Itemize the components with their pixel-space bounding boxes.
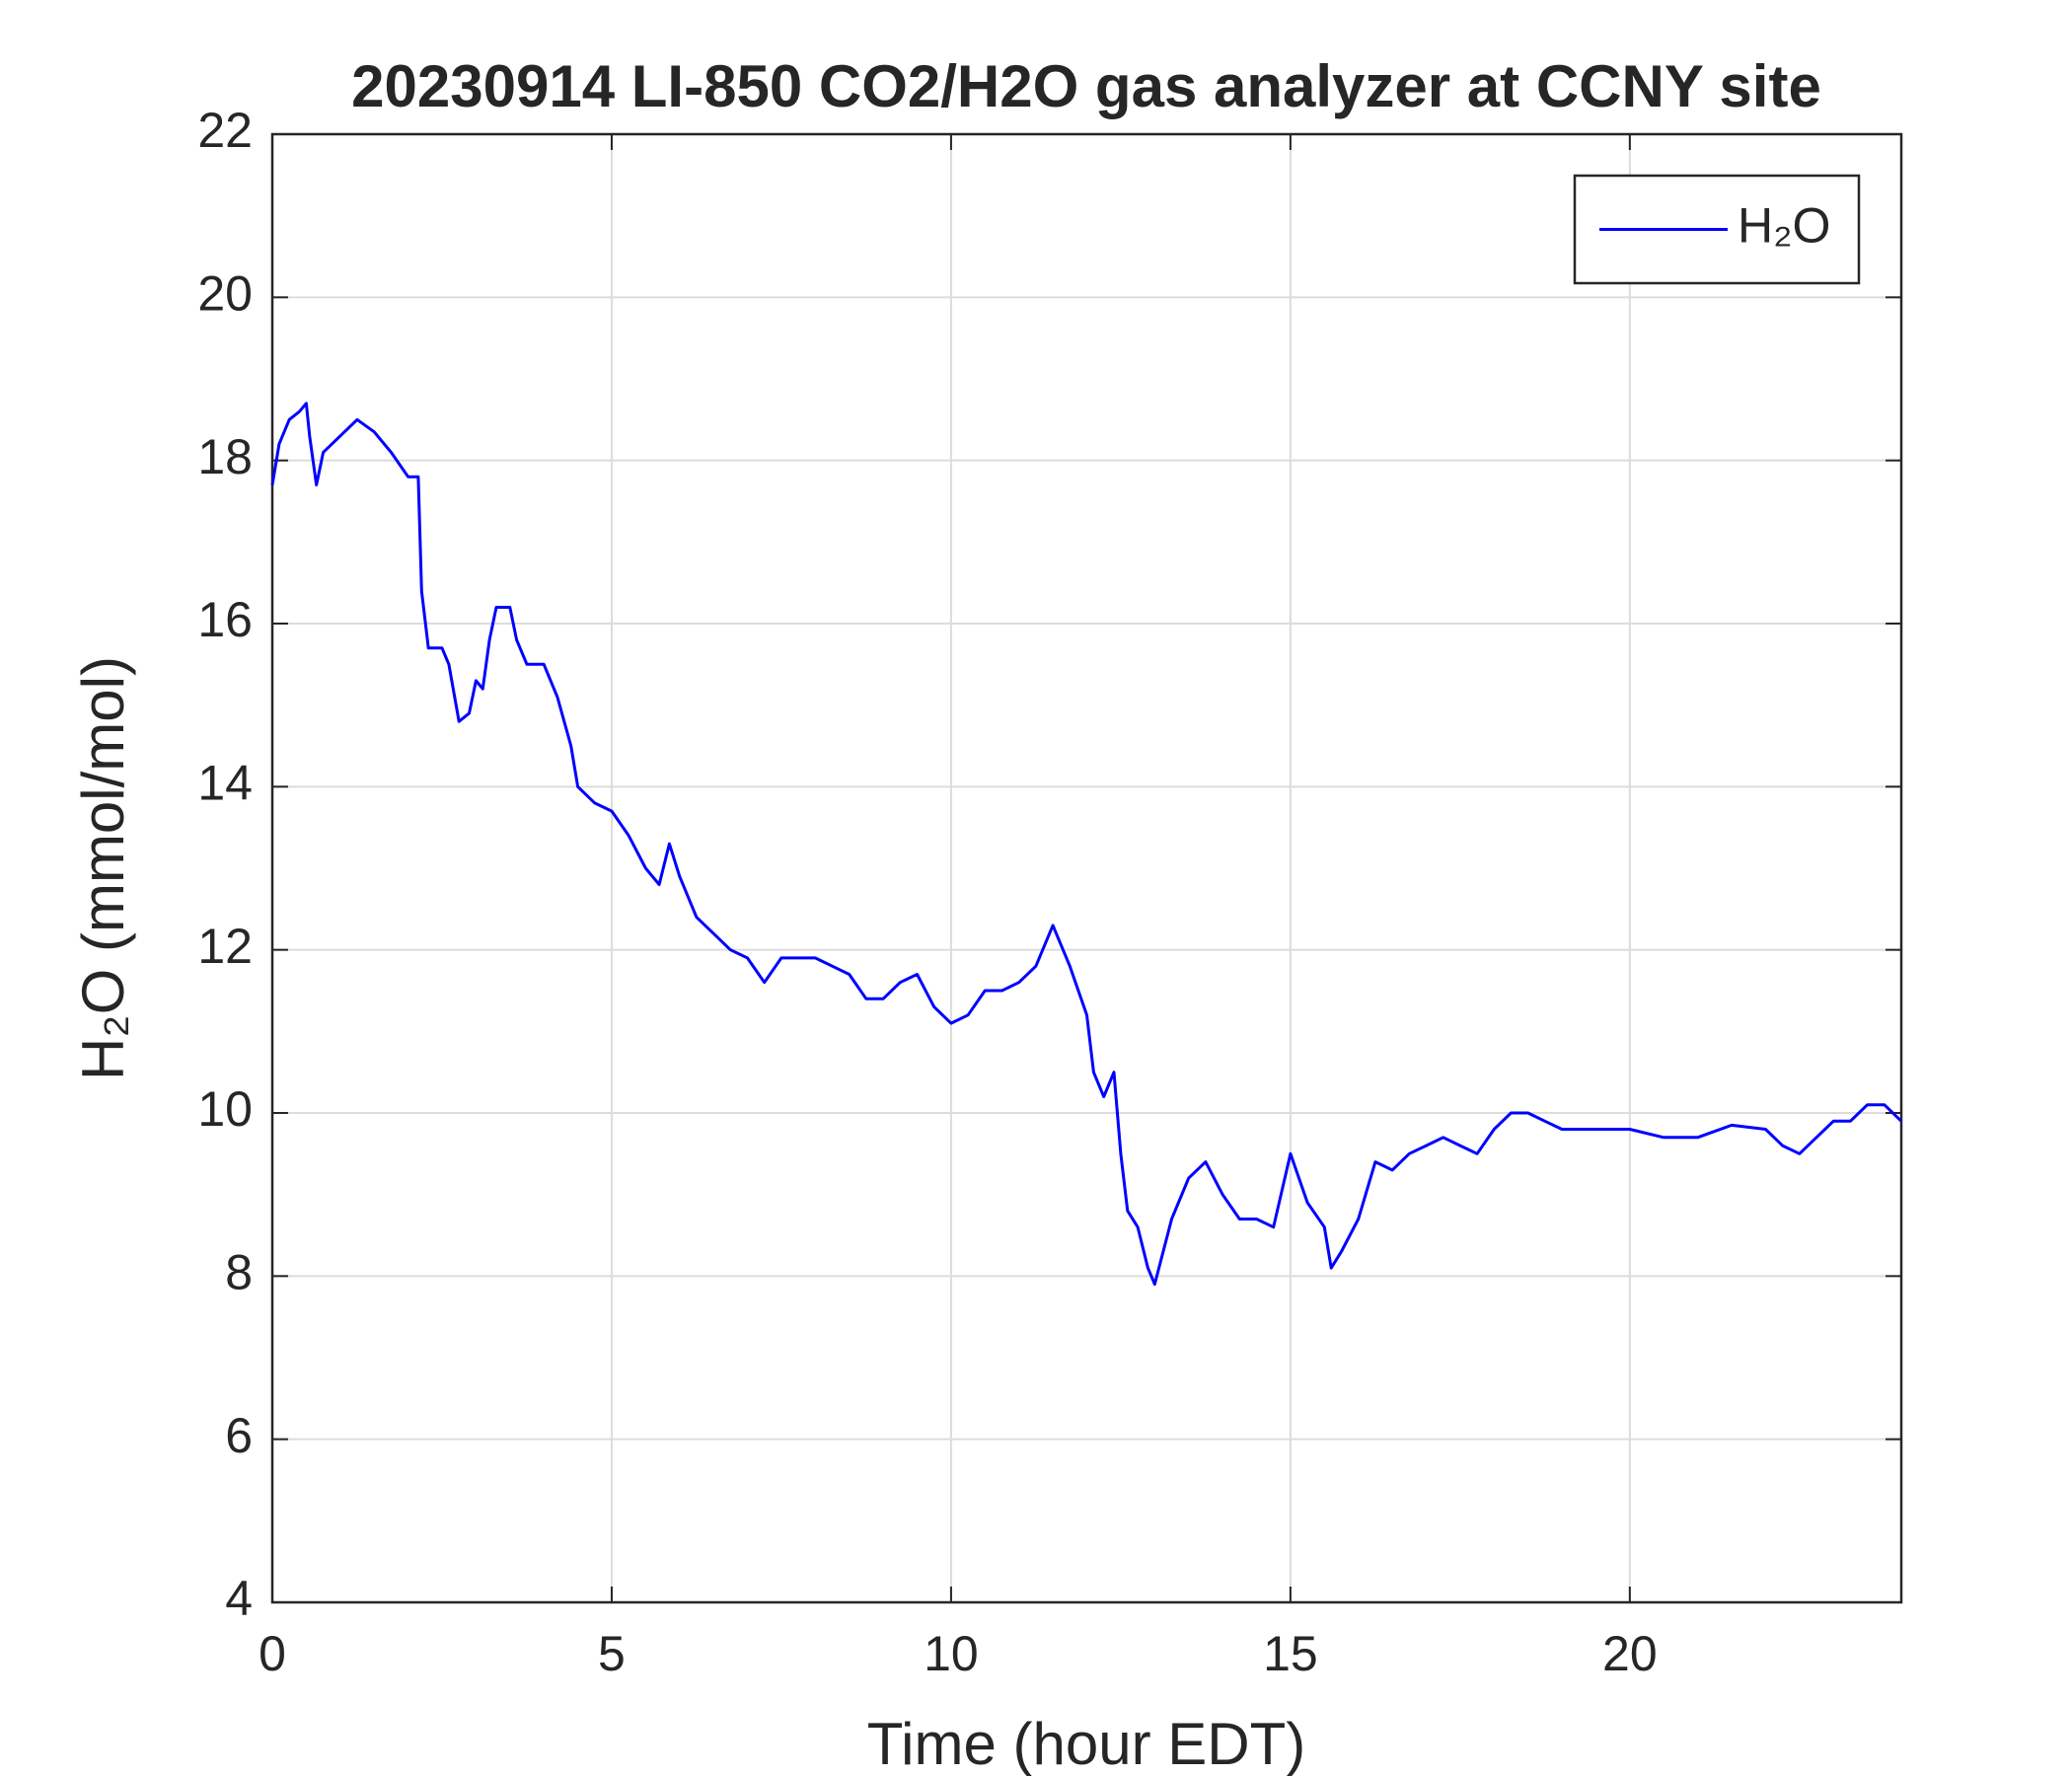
y-tick-label: 4 bbox=[225, 1571, 253, 1626]
y-tick-label: 22 bbox=[197, 103, 253, 158]
y-tick-label: 14 bbox=[197, 756, 253, 811]
y-tick-label: 8 bbox=[225, 1245, 253, 1300]
y-tick-label: 20 bbox=[197, 266, 253, 322]
x-tick-label: 15 bbox=[1263, 1626, 1318, 1681]
data-line bbox=[270, 402, 1903, 1287]
x-axis-label: Time (hour EDT) bbox=[867, 1711, 1306, 1776]
chart-title: 20230914 LI-850 CO2/H2O gas analyzer at … bbox=[351, 53, 1821, 119]
x-tick-label: 10 bbox=[924, 1626, 979, 1681]
y-tick-label: 6 bbox=[225, 1408, 253, 1463]
x-tick-label: 0 bbox=[259, 1626, 286, 1681]
x-tick-label: 20 bbox=[1602, 1626, 1658, 1681]
x-tick-label: 5 bbox=[598, 1626, 626, 1681]
y-tick-label: 16 bbox=[197, 592, 253, 647]
y-tick-label: 18 bbox=[197, 429, 253, 484]
y-tick-label: 12 bbox=[197, 919, 253, 974]
y-tick-label: 10 bbox=[197, 1081, 253, 1137]
plot-frame bbox=[270, 132, 1903, 1604]
y-axis-label: H₂O (mmol/mol) bbox=[70, 656, 136, 1080]
legend-label: H₂O bbox=[1738, 198, 1830, 254]
